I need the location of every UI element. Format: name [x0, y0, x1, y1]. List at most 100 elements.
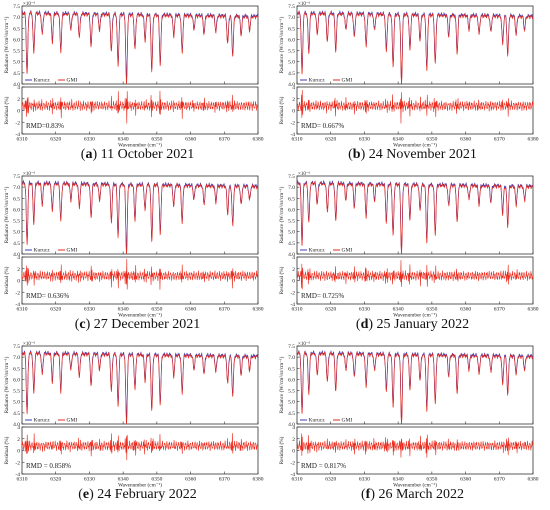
top-y-tick-label: 4.0 — [13, 252, 20, 258]
x-tick-label: 6380 — [528, 307, 539, 313]
chart-svg-a: 7.5 7.0 6.5 6.0 5.5 5.0 4.5 4.0 ×10⁻⁶ Radiance (W… — [3, 1, 264, 149]
x-tick-label: 6310 — [292, 307, 303, 313]
x-axis-label: Wavenumber (cm⁻¹) — [118, 142, 162, 149]
bottom-y-tick-label: -2 — [15, 120, 20, 126]
bottom-y-tick-label: 2 — [292, 437, 295, 443]
rmd-label: RMD= 0.636% — [26, 292, 69, 300]
x-tick-label: 6320 — [50, 307, 61, 313]
legend: Kurucz GMI — [300, 418, 352, 424]
bottom-y-tick-label: 2 — [17, 97, 20, 103]
caption-letter: d — [360, 317, 369, 332]
series-line-gmi — [21, 351, 259, 424]
x-tick-label: 6330 — [359, 307, 370, 313]
top-y-tick-label: 5.5 — [288, 219, 295, 225]
x-tick-label: 6350 — [151, 477, 162, 483]
top-y-tick-label: 5.0 — [13, 400, 20, 406]
chart-svg-f: 7.5 7.0 6.5 6.0 5.5 5.0 4.5 4.0 ×10⁻⁶ Radiance (W… — [278, 341, 539, 489]
top-y-tick-label: 4.5 — [288, 241, 295, 247]
residual-line — [21, 433, 259, 461]
bottom-y-axis-label: Residual (%) — [278, 266, 285, 294]
bottom-y-axis-label: Residual (%) — [3, 436, 10, 464]
top-plot-frame — [296, 175, 534, 255]
top-y-axis-label: Radiance (W/cm²/sr/cm⁻¹) — [278, 356, 285, 413]
top-y-tick-label: 4.0 — [288, 422, 295, 428]
x-axis-label: Wavenumber (cm⁻¹) — [118, 312, 162, 319]
top-y-axis-label: Radiance (W/cm²/sr/cm⁻¹) — [3, 356, 10, 413]
panel-e: 7.5 7.0 6.5 6.0 5.5 5.0 4.5 4.0 ×10⁻⁶ Radiance (W… — [0, 340, 275, 510]
top-exponent-label: ×10⁻⁶ — [298, 341, 310, 347]
top-y-tick-label: 4.5 — [13, 241, 20, 247]
x-tick-label: 6310 — [17, 137, 28, 143]
top-y-axis-label: Radiance (W/cm²/sr/cm⁻¹) — [278, 16, 285, 73]
x-tick-label: 6330 — [84, 477, 95, 483]
x-tick-label: 6350 — [426, 307, 437, 313]
top-y-tick-label: 5.5 — [288, 389, 295, 395]
legend-label-kurucz: Kurucz — [34, 418, 51, 424]
top-y-tick-label: 5.0 — [288, 230, 295, 236]
x-tick-label: 6340 — [393, 477, 404, 483]
chart-svg-b: 7.5 7.0 6.5 6.0 5.5 5.0 4.5 4.0 ×10⁻⁶ Radiance (W… — [278, 1, 539, 149]
top-y-tick-label: 5.0 — [288, 400, 295, 406]
series-line-gmi — [296, 180, 534, 255]
legend-label-gmi: GMI — [67, 78, 78, 84]
top-plot-frame — [21, 345, 259, 425]
bottom-y-tick-label: -2 — [15, 290, 20, 296]
chart-svg-d: 7.5 7.0 6.5 6.0 5.5 5.0 4.5 4.0 ×10⁻⁶ Radiance (W… — [278, 171, 539, 319]
bottom-y-tick-label: -4 — [290, 472, 295, 478]
bottom-y-tick-label: 2 — [292, 97, 295, 103]
bottom-y-tick-label: -4 — [290, 302, 295, 308]
legend-label-gmi: GMI — [342, 248, 353, 254]
x-tick-label: 6320 — [325, 477, 336, 483]
panel-b: 7.5 7.0 6.5 6.0 5.5 5.0 4.5 4.0 ×10⁻⁶ Radiance (W… — [275, 0, 550, 170]
panel-caption: (f) 26 March 2022 — [360, 487, 465, 502]
panel-f: 7.5 7.0 6.5 6.0 5.5 5.0 4.5 4.0 ×10⁻⁶ Radiance (W… — [275, 340, 550, 510]
x-tick-label: 6310 — [17, 307, 28, 313]
caption-letter: a — [85, 147, 93, 162]
bottom-y-tick-label: 0 — [292, 449, 295, 455]
bottom-y-tick-label: 4 — [17, 255, 20, 261]
caption-letter: b — [352, 147, 361, 162]
legend-label-kurucz: Kurucz — [309, 248, 326, 254]
caption-date: 27 December 2021 — [90, 317, 201, 332]
panel-d: 7.5 7.0 6.5 6.0 5.5 5.0 4.5 4.0 ×10⁻⁶ Radiance (W… — [275, 170, 550, 340]
top-exponent-label: ×10⁻⁶ — [298, 1, 310, 7]
legend: Kurucz GMI — [25, 248, 77, 254]
top-y-tick-label: 5.5 — [13, 49, 20, 55]
top-y-tick-label: 4.0 — [288, 252, 295, 258]
legend-label-gmi: GMI — [342, 418, 353, 424]
top-y-tick-label: 4.5 — [13, 411, 20, 417]
top-y-tick-label: 7.0 — [13, 185, 20, 191]
x-tick-label: 6370 — [219, 137, 230, 143]
x-tick-label: 6310 — [292, 477, 303, 483]
series-line-kurucz — [296, 10, 534, 82]
x-tick-label: 6380 — [253, 477, 264, 483]
x-tick-label: 6350 — [426, 477, 437, 483]
residual-line — [296, 260, 534, 290]
bottom-y-tick-label: 4 — [17, 85, 20, 91]
x-tick-label: 6330 — [84, 137, 95, 143]
legend-label-gmi: GMI — [67, 248, 78, 254]
top-y-tick-label: 4.0 — [13, 422, 20, 428]
top-y-tick-label: 6.0 — [13, 37, 20, 43]
top-y-tick-label: 6.5 — [288, 26, 295, 32]
top-y-axis-label: Radiance (W/cm²/sr/cm⁻¹) — [3, 186, 10, 243]
x-tick-label: 6330 — [84, 307, 95, 313]
top-y-tick-label: 5.5 — [288, 49, 295, 55]
top-y-axis-label: Radiance (W/cm²/sr/cm⁻¹) — [278, 186, 285, 243]
top-y-tick-label: 7.0 — [288, 15, 295, 21]
top-y-tick-label: 6.0 — [13, 207, 20, 213]
legend-label-kurucz: Kurucz — [309, 78, 326, 84]
top-y-tick-label: 5.5 — [13, 219, 20, 225]
top-y-tick-label: 6.0 — [288, 207, 295, 213]
top-y-axis-label: Radiance (W/cm²/sr/cm⁻¹) — [3, 16, 10, 73]
residual-line — [21, 90, 259, 124]
legend: Kurucz GMI — [300, 78, 352, 84]
x-tick-label: 6330 — [359, 477, 370, 483]
top-y-tick-label: 7.0 — [13, 355, 20, 361]
x-axis-label: Wavenumber (cm⁻¹) — [118, 482, 162, 489]
x-tick-label: 6320 — [50, 477, 61, 483]
top-y-tick-label: 6.5 — [13, 26, 20, 32]
top-plot-frame — [21, 5, 259, 85]
series-line-kurucz — [296, 349, 534, 421]
legend-label-kurucz: Kurucz — [309, 418, 326, 424]
